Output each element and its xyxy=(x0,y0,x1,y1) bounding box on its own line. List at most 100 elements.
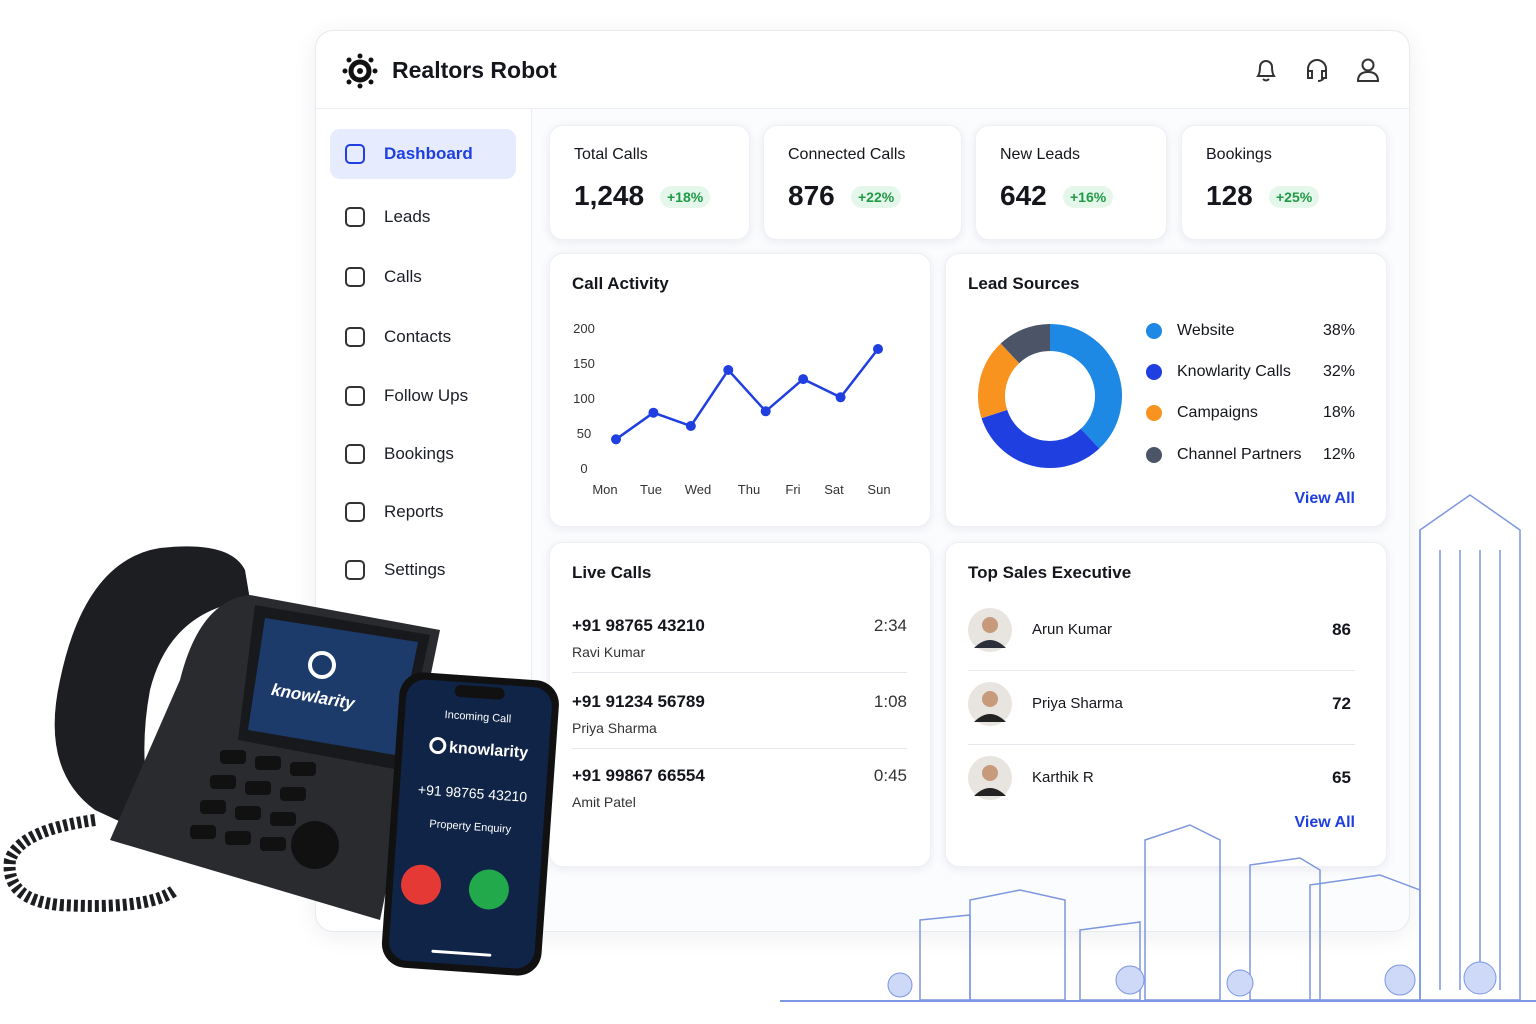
point xyxy=(760,406,771,417)
card-title: Lead Sources xyxy=(968,274,1080,293)
call-number: +91 91234 56789 xyxy=(572,692,705,711)
call-activity-card: Call Activity 0 50 100 150 200 Mon Tue Wed Thu Fr… xyxy=(549,253,931,527)
stat-card: New Leads 642 +16% xyxy=(975,125,1167,240)
point xyxy=(611,434,621,445)
mobile-brand: knowlarity xyxy=(449,739,529,761)
separator xyxy=(572,672,907,673)
nav-label: Bookings xyxy=(384,444,454,463)
nav-label: Leads xyxy=(384,207,431,226)
point xyxy=(648,407,659,418)
icon-shape xyxy=(345,560,365,580)
nav-item[interactable]: Dashboard xyxy=(330,129,516,179)
nav-icon xyxy=(345,207,365,227)
executive-name: Arun Kumar xyxy=(1032,621,1113,638)
avatar-head xyxy=(982,691,998,707)
top-sales-card: Top Sales Executive View All Arun Kumar 8… xyxy=(945,542,1387,867)
city-illustration xyxy=(780,494,1536,1002)
legend-dot xyxy=(1146,323,1162,339)
nav-item[interactable]: Contacts xyxy=(330,312,516,362)
caller-number: +91 98765 43210 xyxy=(417,781,527,805)
stat-label: Bookings xyxy=(1206,146,1272,163)
point xyxy=(835,392,846,403)
brand: Realtors Robot xyxy=(392,57,557,83)
donut-segment xyxy=(978,343,1020,419)
nav-item[interactable]: Settings xyxy=(330,545,516,595)
nav-item[interactable]: Bookings xyxy=(330,429,516,479)
separator xyxy=(968,744,1355,745)
nav-icon xyxy=(345,386,365,406)
nav-label: Calls xyxy=(384,267,422,286)
stat-value: 642 xyxy=(1000,180,1047,211)
icon-shape xyxy=(345,144,365,164)
stat-card: Total Calls 1,248 +18% xyxy=(549,125,750,240)
point xyxy=(685,421,696,431)
nav-label: Settings xyxy=(384,560,446,579)
executive-score: 72 xyxy=(1332,694,1351,713)
legend-dot xyxy=(1146,364,1162,380)
icon-shape xyxy=(345,327,365,347)
stat-value: 876 xyxy=(788,180,835,211)
stat-card: Bookings 128 +25% xyxy=(1181,125,1387,240)
y-tick-label: 0 xyxy=(580,461,587,476)
stat-value: 128 xyxy=(1206,180,1253,211)
accept-button[interactable] xyxy=(468,868,511,911)
icon-shape xyxy=(345,444,365,464)
donut-segment xyxy=(981,409,1100,468)
icon-shape xyxy=(345,502,365,522)
call-name: Priya Sharma xyxy=(572,720,657,736)
icon-shape xyxy=(345,267,365,287)
profile-icon[interactable] xyxy=(1355,57,1381,83)
y-tick-label: 50 xyxy=(577,426,591,441)
call-number: +91 99867 66554 xyxy=(572,766,705,785)
nav-label: Reports xyxy=(384,502,444,521)
card-title: Call Activity xyxy=(572,274,669,293)
avatar xyxy=(968,682,1012,726)
decline-button[interactable] xyxy=(400,863,443,906)
x-tick-label: Wed xyxy=(685,482,712,497)
logo xyxy=(342,53,378,89)
x-tick-label: Mon xyxy=(592,482,617,497)
stat-change: +22% xyxy=(851,186,902,208)
icon-shape xyxy=(345,386,365,406)
avatar-head xyxy=(982,765,998,781)
stat-change: +18% xyxy=(660,186,711,208)
nav-item[interactable]: Leads xyxy=(330,192,516,242)
separator xyxy=(968,670,1355,671)
nav-label: Dashboard xyxy=(384,144,473,163)
x-tick-label: Thu xyxy=(738,482,760,497)
stat-value: 1,248 xyxy=(574,180,645,211)
avatar xyxy=(968,756,1012,800)
nav-label: Contacts xyxy=(384,327,452,346)
avatar-body xyxy=(974,714,1006,722)
call-name: Amit Patel xyxy=(572,794,636,810)
executive-name: Priya Sharma xyxy=(1032,695,1123,712)
nav-icon xyxy=(345,267,365,287)
stat-change: +16% xyxy=(1063,186,1114,208)
nav-icon xyxy=(345,560,365,580)
nav-item[interactable]: Calls xyxy=(330,252,516,302)
donut-segment xyxy=(1000,324,1051,364)
nav-item[interactable]: Follow Ups xyxy=(330,371,516,421)
legend-label: Knowlarity Calls xyxy=(1177,363,1291,380)
point xyxy=(873,344,883,354)
call-number: +91 98765 43210 xyxy=(572,616,705,635)
point xyxy=(798,374,809,385)
donut-chart xyxy=(978,324,1122,468)
line xyxy=(615,348,879,441)
notifications-icon[interactable] xyxy=(1254,57,1278,83)
avatar xyxy=(968,608,1012,652)
view-all-link[interactable]: View All xyxy=(1294,490,1355,507)
support-icon[interactable] xyxy=(1304,57,1330,83)
avatar-head xyxy=(982,617,998,633)
call-caption: Property Enquiry xyxy=(429,818,512,836)
x-tick-label: Sat xyxy=(824,482,844,497)
view-all-link[interactable]: View All xyxy=(1294,814,1355,831)
avatar-body xyxy=(974,640,1006,648)
card-title: Top Sales Executive xyxy=(968,563,1132,582)
legend-label: Campaigns xyxy=(1177,404,1258,421)
legend-value: 18% xyxy=(1322,404,1355,421)
nav-item[interactable]: Reports xyxy=(330,487,516,537)
x-tick-label: Fri xyxy=(785,482,800,497)
desk-phone: knowlarity xyxy=(3,546,440,920)
